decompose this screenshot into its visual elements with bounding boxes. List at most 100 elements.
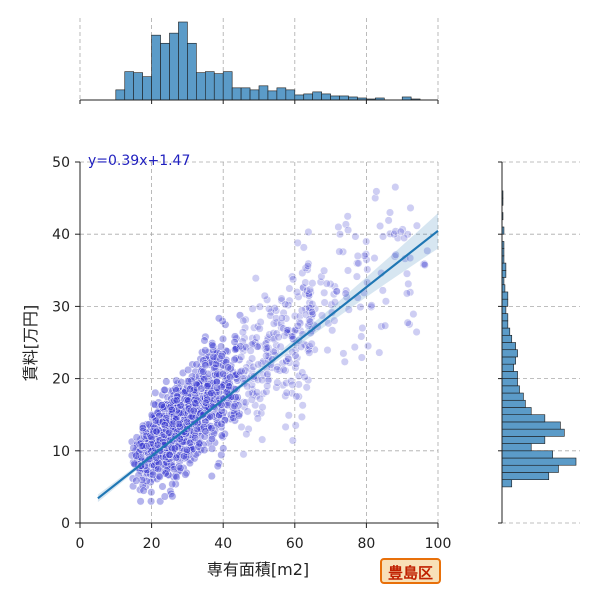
scatter-point xyxy=(396,227,405,236)
scatter-point xyxy=(212,377,221,386)
y-hist-bar xyxy=(501,378,518,387)
scatter-point xyxy=(381,321,390,330)
x-marginal-histogram xyxy=(79,21,439,104)
scatter-point xyxy=(265,304,274,313)
scatter-point xyxy=(181,470,190,479)
y-hist-bar xyxy=(501,291,509,300)
scatter-point xyxy=(248,304,257,313)
scatter-point xyxy=(253,414,262,423)
scatter-point xyxy=(186,438,195,447)
scatter-point xyxy=(332,287,341,296)
x-hist-bar xyxy=(240,87,251,101)
scatter-point xyxy=(292,359,301,368)
scatter-point xyxy=(412,327,421,337)
ward-badge: 豊島区 xyxy=(380,558,442,584)
regression-line xyxy=(97,229,439,500)
scatter-point xyxy=(384,216,393,225)
scatter-point xyxy=(307,339,316,348)
x-hist-bar xyxy=(294,94,305,101)
scatter-point xyxy=(284,300,293,310)
scatter-point xyxy=(160,386,169,395)
scatter-point xyxy=(170,465,179,474)
scatter-point xyxy=(291,421,300,430)
scatter-point xyxy=(371,193,380,203)
x-hist-bar xyxy=(115,89,126,101)
y-hist-bar xyxy=(501,414,546,423)
scatter-point xyxy=(244,424,253,434)
scatter-point xyxy=(158,482,167,491)
scatter-point xyxy=(231,354,240,363)
scatter-point xyxy=(234,411,243,420)
y-tick-label: 20 xyxy=(52,372,70,388)
scatter-point xyxy=(343,266,353,275)
scatter-point xyxy=(174,383,183,392)
scatter-point xyxy=(174,420,183,429)
scatter-point xyxy=(263,295,272,304)
scatter-point xyxy=(344,305,353,314)
scatter-point xyxy=(138,424,147,433)
scatter-point xyxy=(182,417,192,426)
scatter-point xyxy=(132,476,141,485)
x-hist-bar xyxy=(267,90,278,101)
x-tick-label: 40 xyxy=(214,536,232,552)
scatter-point xyxy=(297,412,306,421)
y-marginal-histogram xyxy=(498,161,577,524)
scatter-point xyxy=(402,269,412,278)
scatter-point xyxy=(129,443,138,453)
y-hist-bar xyxy=(501,262,507,271)
scatter-point xyxy=(213,383,222,392)
scatter-point xyxy=(241,398,250,407)
scatter-point xyxy=(217,419,226,428)
x-hist-bar xyxy=(249,89,260,101)
scatter-point xyxy=(167,489,176,498)
x-hist-bar xyxy=(321,93,331,101)
y-hist-bar xyxy=(501,421,561,430)
scatter-point xyxy=(378,286,387,295)
scatter-point xyxy=(317,311,327,320)
x-hist-bar xyxy=(205,71,215,101)
scatter-point xyxy=(219,444,228,453)
scatter-point xyxy=(231,345,240,354)
scatter-point xyxy=(238,328,247,337)
scatter-point xyxy=(199,423,208,432)
scatter-point xyxy=(291,351,300,360)
scatter-point xyxy=(162,377,171,386)
x-hist-bar xyxy=(133,72,143,101)
scatter-point xyxy=(182,445,191,454)
scatter-point xyxy=(243,407,252,416)
scatter-point xyxy=(160,385,169,394)
scatter-point xyxy=(233,376,242,385)
scatter-point xyxy=(258,403,267,412)
scatter-point xyxy=(367,301,376,310)
scatter-point xyxy=(335,247,344,256)
scatter-point xyxy=(293,238,302,247)
scatter-point xyxy=(201,427,210,436)
x-hist-bar xyxy=(339,95,349,101)
scatter-point xyxy=(342,286,351,295)
scatter-point xyxy=(209,342,218,351)
y-hist-bar xyxy=(501,436,546,444)
scatter-point xyxy=(385,208,395,217)
x-hist-bar xyxy=(124,71,134,101)
scatter-point xyxy=(292,392,301,401)
scatter-point xyxy=(226,364,235,373)
scatter-point xyxy=(148,468,158,477)
axes xyxy=(75,161,439,528)
scatter-point xyxy=(195,372,204,381)
scatter-point xyxy=(185,385,194,394)
scatter-point xyxy=(218,334,228,343)
scatter-point xyxy=(217,431,226,440)
scatter-point xyxy=(199,367,208,376)
scatter-point xyxy=(187,412,196,421)
scatter-point xyxy=(167,405,176,414)
scatter-point xyxy=(188,360,197,369)
scatter-point xyxy=(168,419,177,428)
scatter-point xyxy=(217,351,226,360)
scatter-point xyxy=(249,339,258,348)
x-tick-label: 100 xyxy=(425,536,452,552)
scatter-point xyxy=(260,291,269,300)
scatter-point xyxy=(200,336,209,345)
scatter-point xyxy=(324,319,333,328)
scatter-point xyxy=(290,311,299,321)
scatter-point xyxy=(282,388,291,397)
